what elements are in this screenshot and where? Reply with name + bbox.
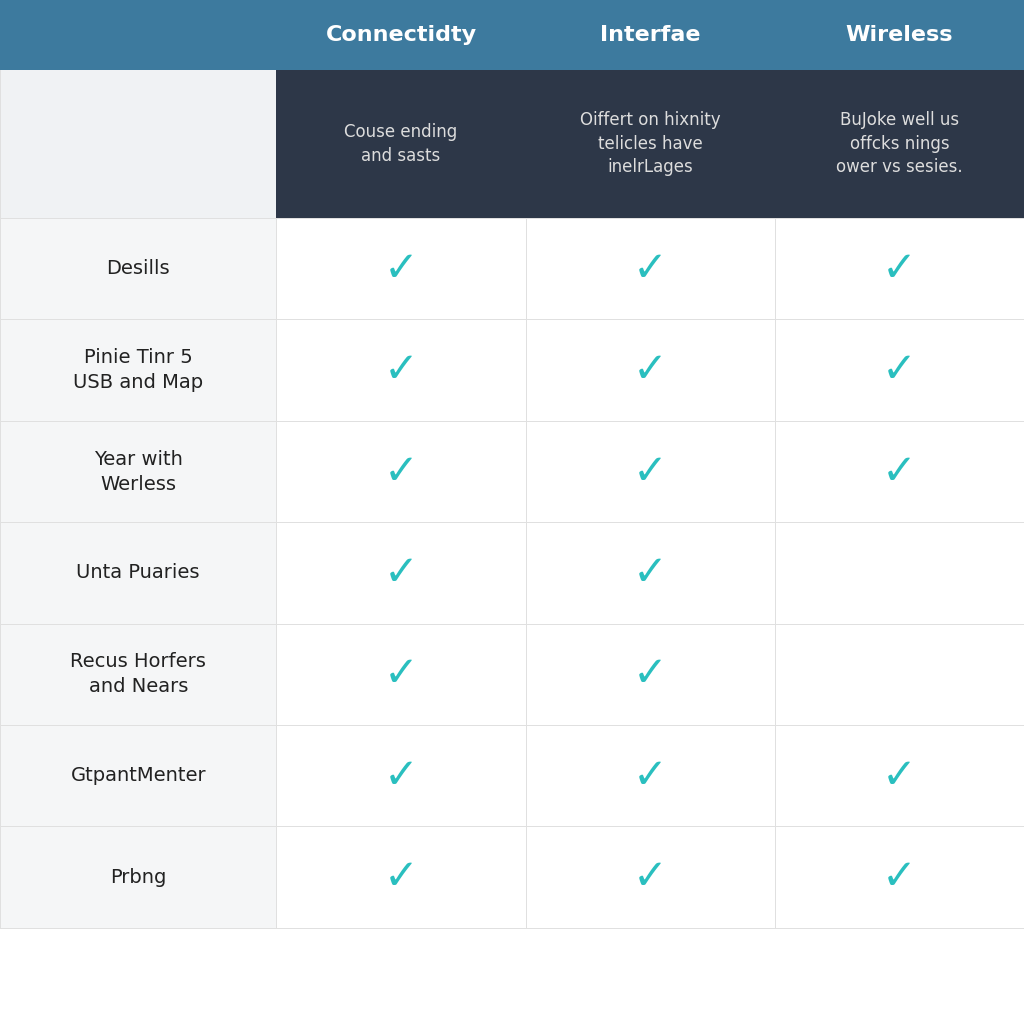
Text: ✓: ✓ bbox=[882, 755, 916, 797]
Text: Oiffert on hixnity
telicles have
inelrLages: Oiffert on hixnity telicles have inelrLa… bbox=[580, 112, 721, 176]
Text: Interfae: Interfae bbox=[600, 25, 700, 45]
Text: ✓: ✓ bbox=[384, 653, 419, 695]
Text: ✓: ✓ bbox=[633, 451, 668, 493]
Text: Connectidty: Connectidty bbox=[326, 25, 476, 45]
Bar bbox=[276, 725, 1024, 826]
Text: BuJoke well us
offcks nings
ower vs sesies.: BuJoke well us offcks nings ower vs sesi… bbox=[837, 112, 963, 176]
Text: Wireless: Wireless bbox=[846, 25, 953, 45]
Text: ✓: ✓ bbox=[633, 856, 668, 898]
Bar bbox=[775, 0, 1024, 70]
Text: GtpantMenter: GtpantMenter bbox=[71, 766, 206, 785]
Bar bbox=[525, 0, 775, 70]
Text: Pinie Tinr 5
USB and Map: Pinie Tinr 5 USB and Map bbox=[73, 348, 204, 392]
Bar bbox=[0, 522, 276, 624]
Bar bbox=[0, 70, 276, 218]
Bar bbox=[0, 826, 276, 928]
Text: ✓: ✓ bbox=[882, 451, 916, 493]
Text: Desills: Desills bbox=[106, 259, 170, 279]
Text: ✓: ✓ bbox=[384, 755, 419, 797]
Bar bbox=[0, 319, 276, 421]
Bar bbox=[276, 826, 1024, 928]
Text: ✓: ✓ bbox=[882, 349, 916, 391]
Text: Couse ending
and sasts: Couse ending and sasts bbox=[344, 123, 458, 165]
Text: ✓: ✓ bbox=[633, 755, 668, 797]
Bar bbox=[276, 0, 525, 70]
Text: ✓: ✓ bbox=[384, 451, 419, 493]
Bar bbox=[276, 624, 1024, 725]
Text: ✓: ✓ bbox=[882, 248, 916, 290]
Text: ✓: ✓ bbox=[882, 856, 916, 898]
Bar bbox=[276, 70, 525, 218]
Bar bbox=[0, 725, 276, 826]
Text: ✓: ✓ bbox=[633, 552, 668, 594]
Bar bbox=[0, 624, 276, 725]
Text: ✓: ✓ bbox=[384, 248, 419, 290]
Bar bbox=[276, 319, 1024, 421]
Text: Recus Horfers
and Nears: Recus Horfers and Nears bbox=[71, 652, 206, 696]
Text: ✓: ✓ bbox=[384, 552, 419, 594]
Text: ✓: ✓ bbox=[633, 248, 668, 290]
Text: ✓: ✓ bbox=[633, 349, 668, 391]
Bar bbox=[0, 421, 276, 522]
Text: ✓: ✓ bbox=[384, 349, 419, 391]
Bar bbox=[0, 218, 276, 319]
Bar bbox=[276, 522, 1024, 624]
Bar bbox=[276, 218, 1024, 319]
Bar bbox=[276, 421, 1024, 522]
Text: Prbng: Prbng bbox=[110, 867, 167, 887]
Text: ✓: ✓ bbox=[633, 653, 668, 695]
Text: Year with
Werless: Year with Werless bbox=[94, 450, 182, 494]
Bar bbox=[775, 70, 1024, 218]
Text: ✓: ✓ bbox=[384, 856, 419, 898]
Bar bbox=[0, 0, 276, 70]
Bar bbox=[525, 70, 775, 218]
Text: Unta Puaries: Unta Puaries bbox=[77, 563, 200, 583]
